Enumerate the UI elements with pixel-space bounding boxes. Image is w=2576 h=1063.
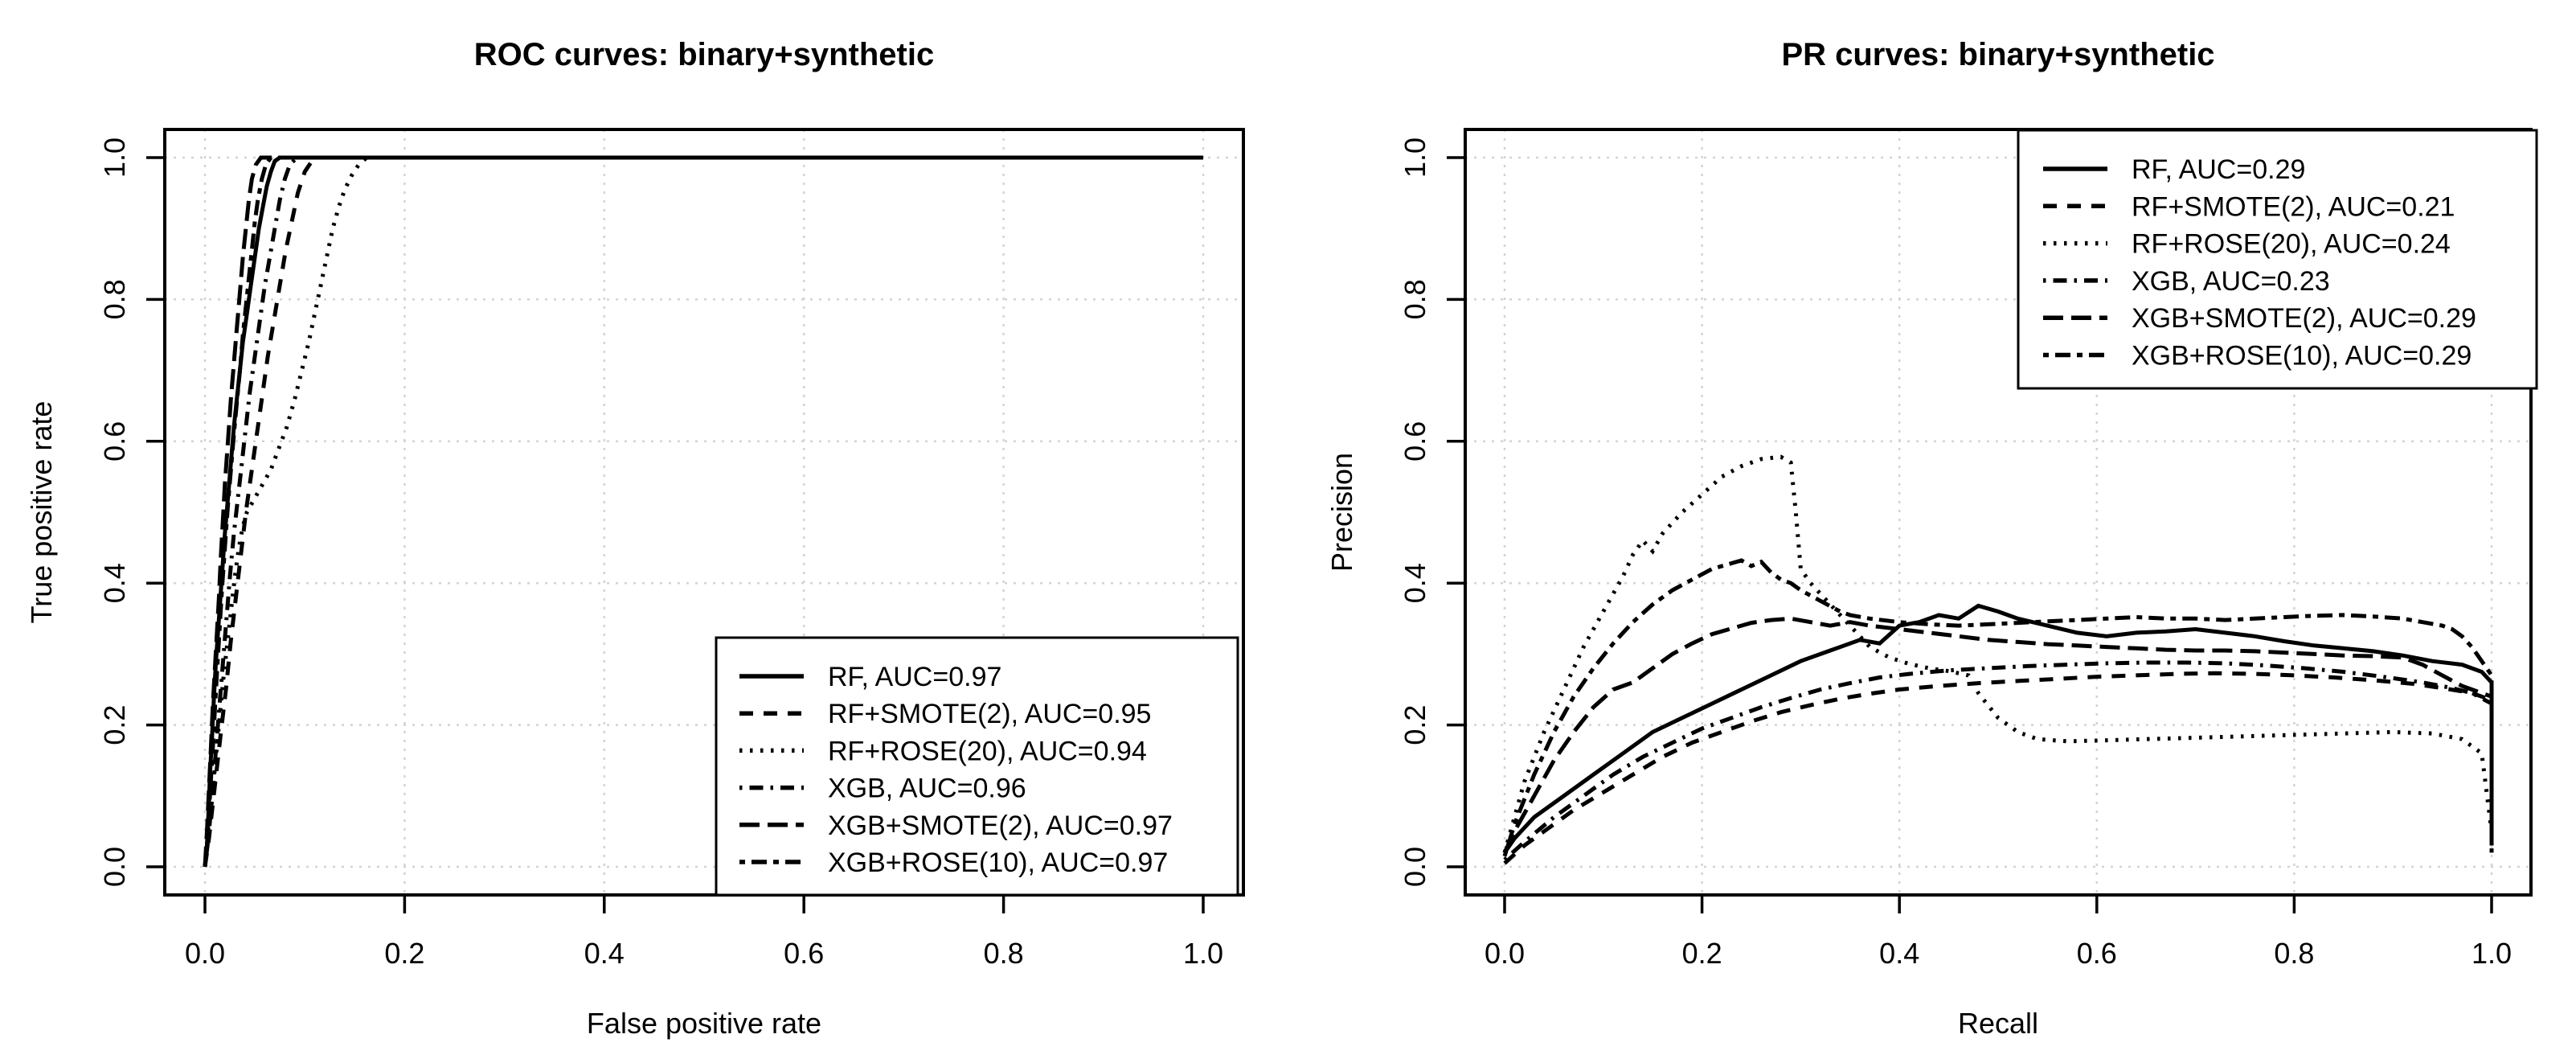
y-tick-label: 0.2 [98, 705, 131, 745]
legend-label: RF+ROSE(20), AUC=0.24 [2132, 229, 2451, 260]
y-tick-label: 0.8 [98, 279, 131, 319]
pr-xlabel: Recall [1957, 1007, 2039, 1040]
legend-box [2017, 129, 2538, 390]
x-tick-label: 1.0 [1183, 937, 1223, 970]
series-line-XGB [1503, 660, 2494, 862]
legend-label: RF, AUC=0.97 [828, 662, 1001, 692]
x-tick-label: 0.6 [2077, 937, 2117, 970]
legend-label: XGB+ROSE(10), AUC=0.29 [2132, 341, 2472, 371]
series-line-RF+ROSE(20) [1502, 454, 2494, 854]
y-tick-label: 0.2 [1399, 705, 1431, 745]
x-tick-label: 0.2 [1682, 937, 1722, 970]
y-tick-label: 0.6 [98, 421, 131, 462]
series-line-XGB+ROSE(10) [1502, 558, 2494, 857]
series-line-XGB [203, 155, 1203, 868]
legend-label: RF, AUC=0.29 [2132, 154, 2305, 185]
x-tick-label: 0.8 [2274, 937, 2314, 970]
x-tick-label: 0.0 [185, 937, 225, 970]
plot-box [1464, 128, 2533, 897]
legend-box [715, 636, 1239, 897]
x-tick-label: 0.8 [984, 937, 1024, 970]
series-line-XGB+ROSE(10) [203, 155, 1203, 868]
y-tick-label: 1.0 [1399, 137, 1431, 178]
y-tick-label: 0.4 [1399, 563, 1431, 603]
y-tick-label: 0.0 [1399, 847, 1431, 887]
pr-title: PR curves: binary+synthetic [1781, 37, 2215, 72]
x-tick-label: 0.4 [584, 937, 625, 970]
y-tick-label: 0.8 [1399, 279, 1431, 319]
legend-label: XGB+SMOTE(2), AUC=0.29 [2132, 303, 2476, 334]
y-tick-label: 0.0 [98, 847, 131, 887]
x-tick-label: 0.4 [1879, 937, 1919, 970]
x-tick-label: 1.0 [2472, 937, 2512, 970]
legend-label: RF+ROSE(20), AUC=0.94 [828, 736, 1147, 766]
series-line-XGB+SMOTE(2) [1502, 616, 2494, 854]
legend-label: XGB, AUC=0.23 [2132, 266, 2330, 297]
x-tick-label: 0.6 [784, 937, 824, 970]
series-line-XGB+SMOTE(2) [203, 155, 1203, 868]
roc-xlabel: False positive rate [586, 1007, 822, 1040]
legend-label: XGB+ROSE(10), AUC=0.97 [828, 848, 1168, 878]
roc-ylabel: True positive rate [25, 400, 58, 624]
pr-ylabel: Precision [1325, 452, 1358, 573]
x-tick-label: 0.2 [384, 937, 424, 970]
y-tick-label: 0.6 [1399, 421, 1431, 462]
roc-title: ROC curves: binary+synthetic [473, 37, 935, 72]
legend-label: XGB+SMOTE(2), AUC=0.97 [828, 811, 1173, 841]
x-tick-label: 0.0 [1485, 937, 1525, 970]
legend-label: RF+SMOTE(2), AUC=0.21 [2132, 191, 2455, 222]
legend-label: RF+SMOTE(2), AUC=0.95 [828, 699, 1151, 729]
series-line-RF+SMOTE(2) [1503, 671, 2494, 865]
series-line-RF [1502, 603, 2494, 854]
plot-box [163, 128, 1245, 897]
y-tick-label: 0.4 [98, 563, 131, 603]
legend-label: XGB, AUC=0.96 [828, 774, 1026, 804]
y-tick-label: 1.0 [98, 137, 131, 178]
series-line-RF+SMOTE(2) [203, 155, 1203, 868]
